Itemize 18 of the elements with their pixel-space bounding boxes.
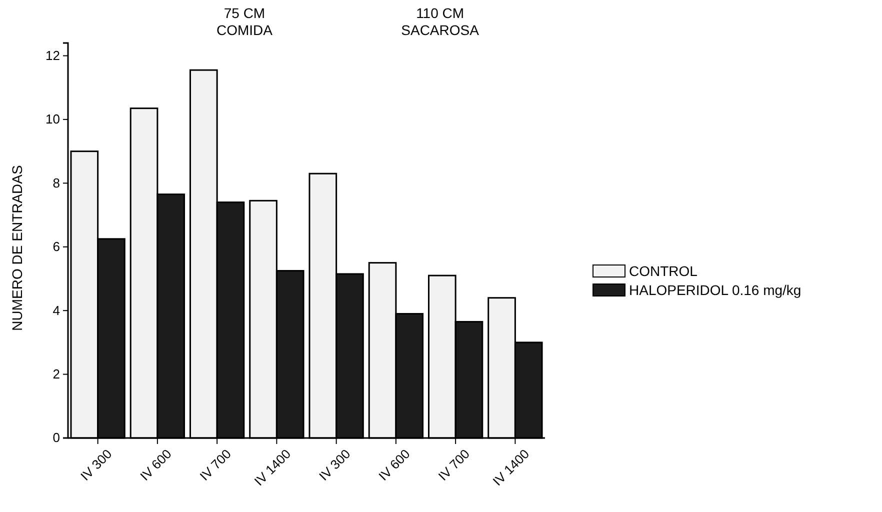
y-tick-label: 12 [46,48,60,63]
y-axis-title: NUMERO DE ENTRADAS [9,165,25,331]
legend-label: CONTROL [629,263,698,279]
y-tick-label: 10 [46,112,60,127]
x-tick-label: IV 300 [78,446,115,484]
x-tick-label: IV 300 [316,446,354,484]
y-tick-label: 2 [52,366,60,382]
x-tick-label: IV 600 [376,446,413,484]
x-tick-label: IV 700 [435,446,472,484]
text: 75 CM COMIDA [216,5,274,38]
y-tick-label: 4 [52,302,60,318]
y-tick-label: 8 [52,175,60,190]
x-tick-label: IV 600 [137,446,174,484]
legend-label: HALOPERIDOL 0.16 mg/kg [629,282,802,298]
y-tick-label: 0 [52,430,60,446]
text: 110 CM SACAROSA [401,5,480,38]
x-tick-label: IV 700 [196,446,234,484]
y-tick-label: 6 [52,239,60,254]
